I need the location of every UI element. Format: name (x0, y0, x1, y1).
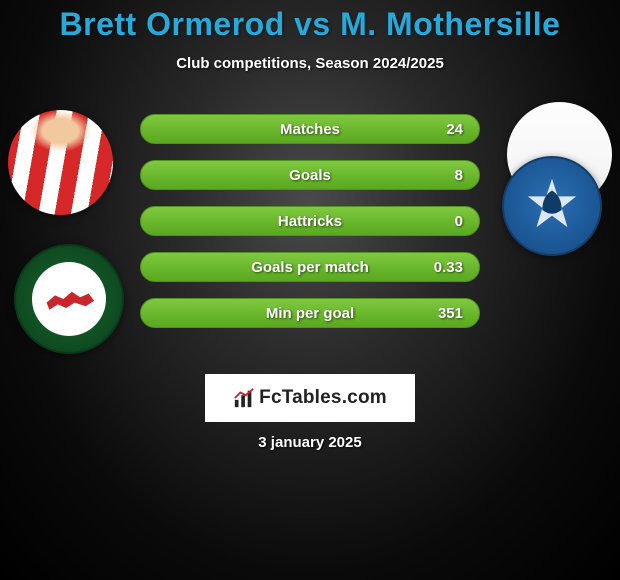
date-text: 3 january 2025 (0, 434, 620, 451)
stat-value-right: 24 (446, 121, 463, 138)
player1-club-badge (14, 244, 124, 354)
stat-pill-list: Matches 24 Goals 8 Hattricks 0 Goals per… (140, 114, 480, 328)
watermark-text: FcTables.com (259, 387, 387, 409)
stat-label: Matches (280, 121, 340, 138)
stat-label: Hattricks (278, 213, 342, 230)
player2-club-badge (502, 156, 602, 256)
comparison-card: Brett Ormerod vs M. Mothersille Club com… (0, 0, 620, 451)
stat-value-right: 8 (455, 167, 463, 184)
stat-value-right: 0 (455, 213, 463, 230)
stat-value-right: 0.33 (434, 259, 463, 276)
page-title: Brett Ormerod vs M. Mothersille (0, 6, 620, 43)
stat-value-right: 351 (438, 305, 463, 322)
stat-pill: Goals 8 (140, 160, 480, 190)
stat-pill: Matches 24 (140, 114, 480, 144)
player1-photo (8, 110, 113, 215)
chart-icon (233, 387, 255, 409)
stat-pill: Hattricks 0 (140, 206, 480, 236)
stat-label: Min per goal (266, 305, 354, 322)
stats-area: Matches 24 Goals 8 Hattricks 0 Goals per… (0, 114, 620, 344)
stat-label: Goals per match (251, 259, 369, 276)
stat-pill: Goals per match 0.33 (140, 252, 480, 282)
watermark-badge: FcTables.com (205, 374, 415, 422)
stat-label: Goals (289, 167, 331, 184)
subtitle: Club competitions, Season 2024/2025 (0, 55, 620, 72)
stat-pill: Min per goal 351 (140, 298, 480, 328)
